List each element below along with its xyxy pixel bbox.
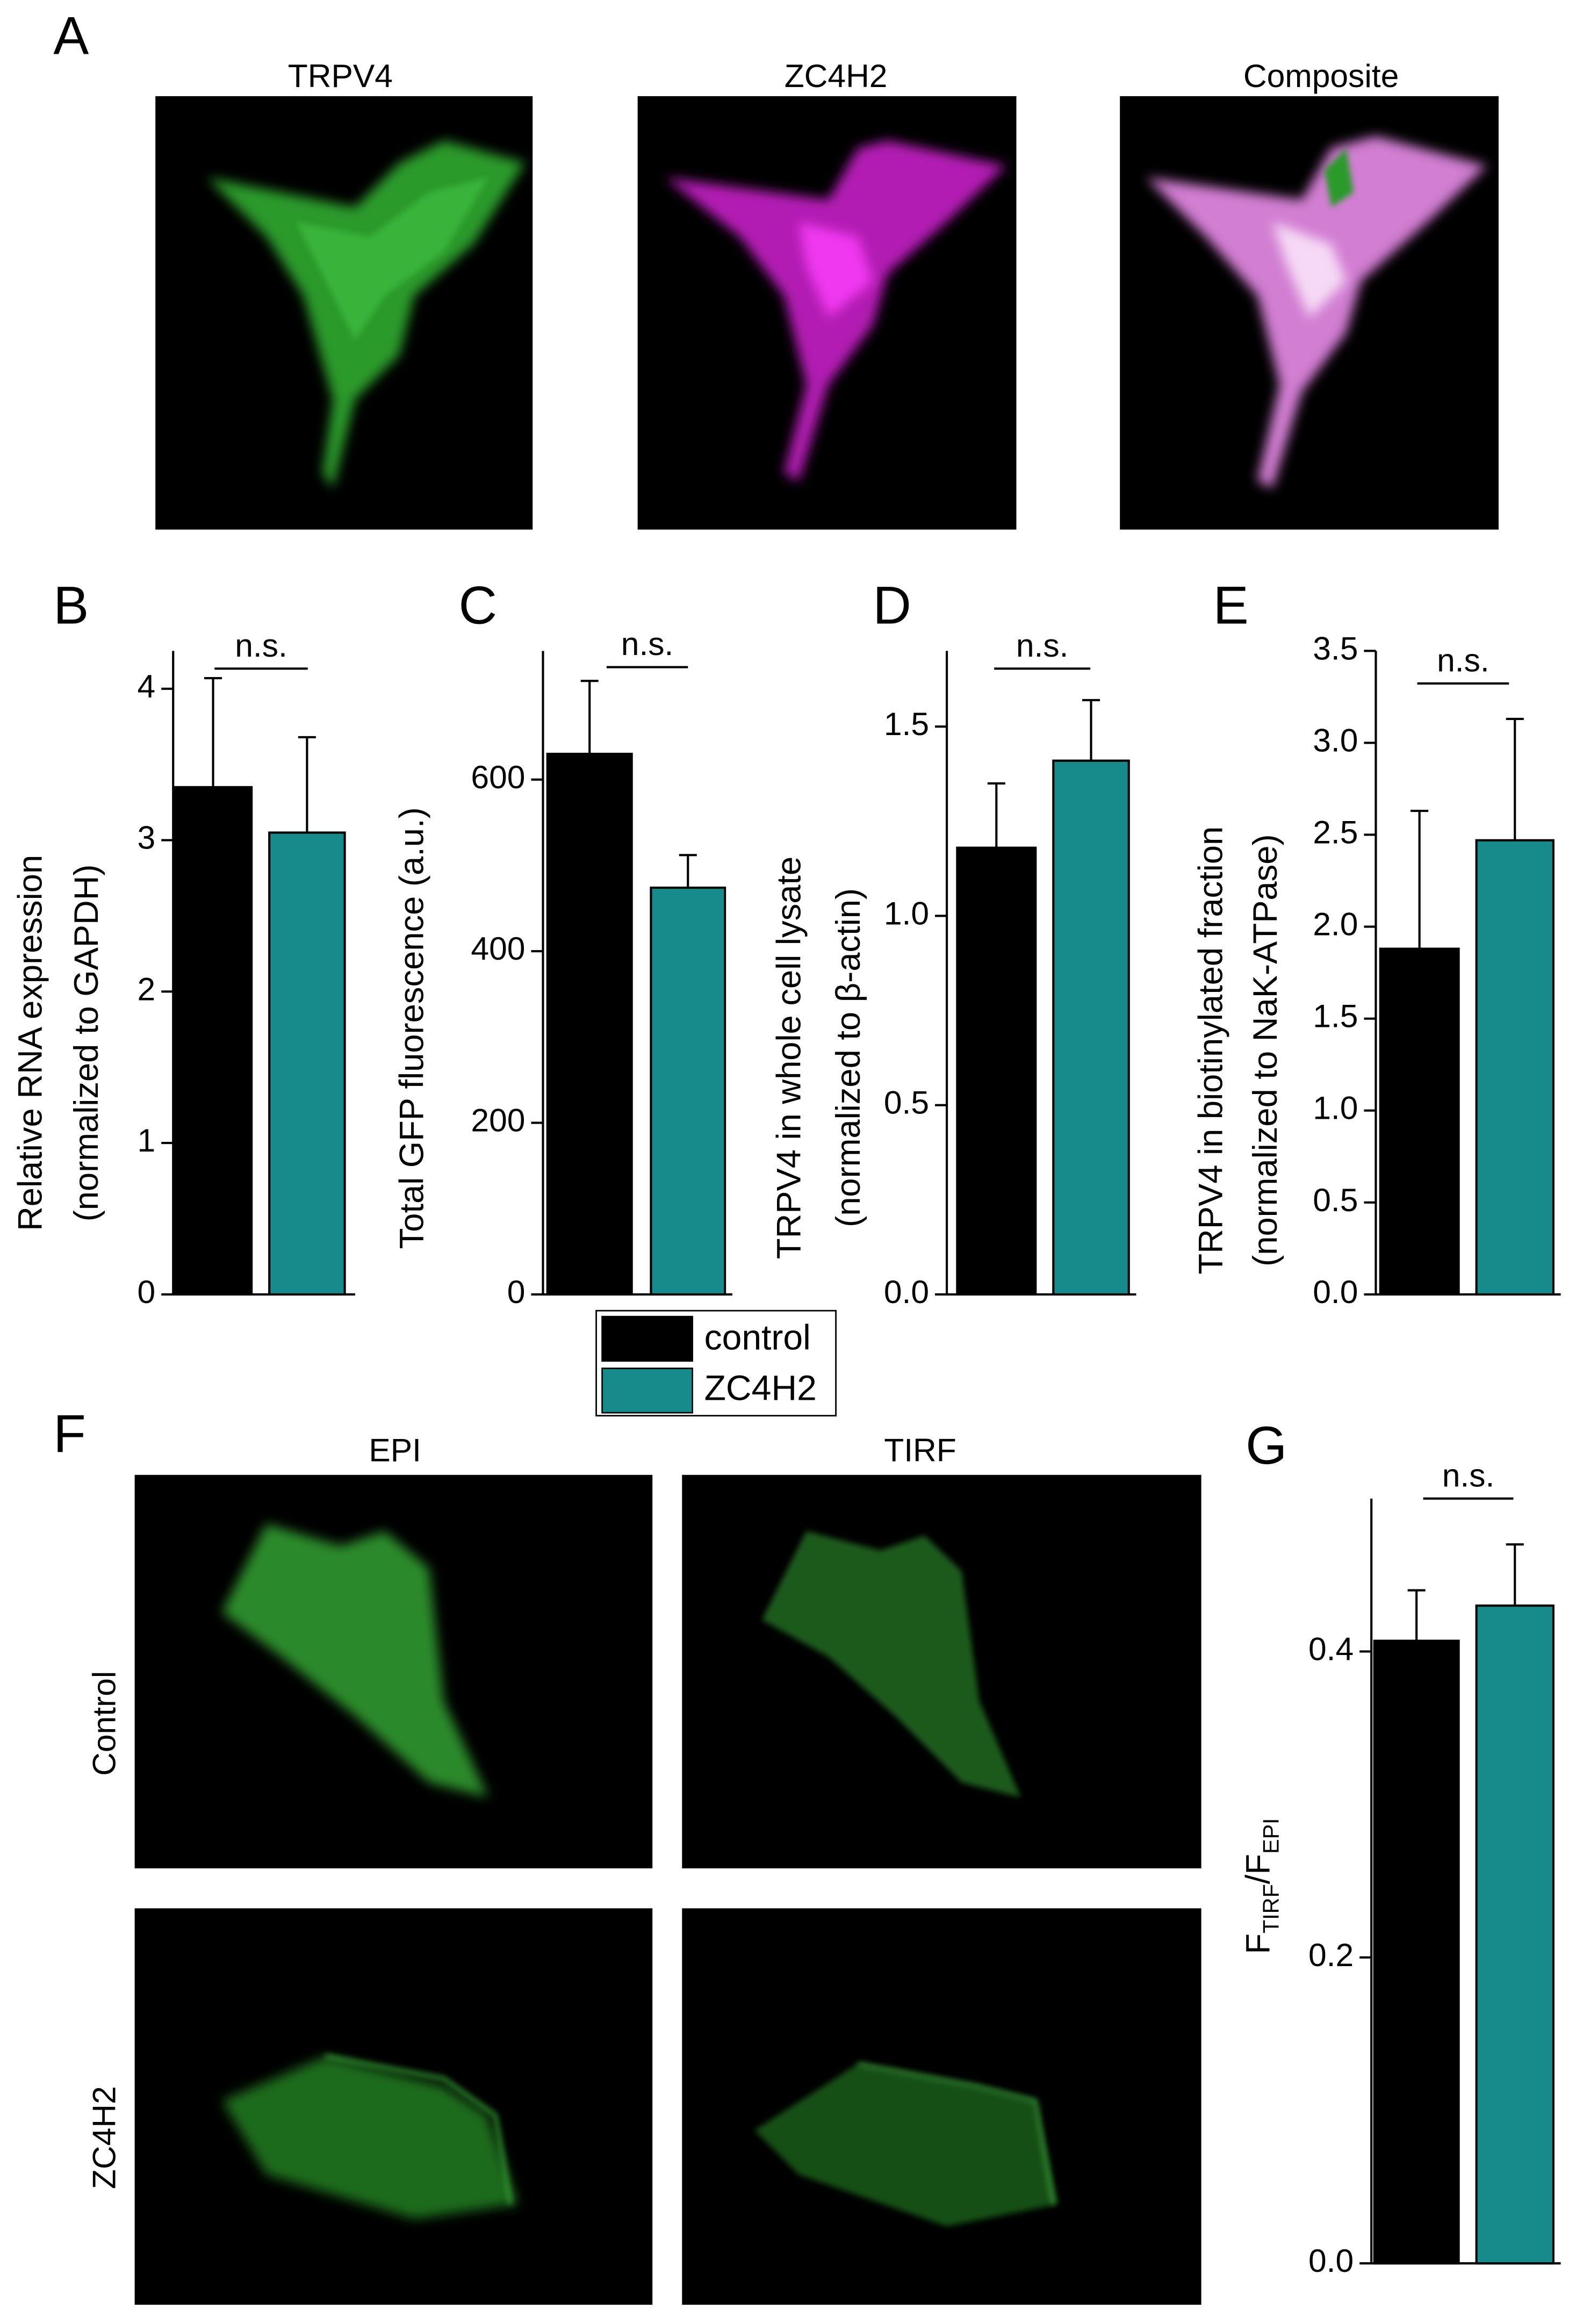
bar — [173, 786, 253, 1296]
y-axis-label: TRPV4 in biotinylated fraction — [1192, 826, 1229, 1275]
bar — [1475, 1605, 1555, 2265]
bar — [1373, 1639, 1460, 2265]
y-tick-label: 0.4 — [1308, 1630, 1354, 1667]
bar — [956, 846, 1037, 1296]
y-axis-label-part: TIRF — [1259, 1884, 1284, 1933]
y-tick-label: 3.0 — [1313, 722, 1358, 758]
y-tick-label: 1 — [138, 1122, 156, 1159]
image-composite — [1120, 96, 1499, 530]
legend-swatch — [601, 1315, 693, 1362]
column-title: EPI — [369, 1431, 421, 1468]
y-tick-label: 0.0 — [1308, 2242, 1354, 2279]
y-tick-label: 2.5 — [1313, 814, 1358, 850]
y-tick-label: 3 — [138, 819, 156, 856]
bar — [268, 831, 346, 1296]
y-axis-label-part: EPI — [1259, 1818, 1284, 1854]
legend-label: control — [704, 1318, 811, 1358]
image-epi-zc4h2 — [134, 1908, 653, 2305]
y-tick-label: 1.0 — [884, 895, 929, 931]
image-title: ZC4H2 — [785, 57, 888, 94]
legend-swatch — [601, 1368, 693, 1414]
y-tick-label: 0.0 — [884, 1273, 929, 1310]
image-title: Composite — [1243, 57, 1399, 94]
y-axis-label: TRPV4 in whole cell lysate — [771, 857, 808, 1259]
y-axis-label: (normalized to β-actin) — [830, 888, 867, 1227]
y-tick-label: 0.5 — [1313, 1182, 1358, 1218]
bar — [546, 752, 633, 1296]
y-tick-label: 0 — [507, 1273, 526, 1310]
y-axis-label: Relative RNA expression — [11, 855, 49, 1231]
y-tick-label: 3.5 — [1313, 630, 1358, 666]
y-axis-label-part: F — [1239, 1933, 1277, 1954]
annotation: n.s. — [621, 625, 674, 662]
y-axis-label: Total GFP fluorescence (a.u.) — [393, 807, 431, 1249]
column-title: TIRF — [884, 1431, 956, 1468]
y-axis-label: FTIRF/FEPI — [1239, 1818, 1283, 1954]
y-tick-label: 400 — [471, 930, 525, 967]
panel-label: E — [1213, 575, 1249, 635]
image-tirf-zc4h2 — [682, 1908, 1201, 2305]
y-tick-label: 2.0 — [1313, 906, 1358, 942]
annotation: n.s. — [1442, 1457, 1495, 1493]
panel-label: F — [53, 1404, 86, 1464]
panel-label: B — [53, 575, 89, 635]
bar — [650, 886, 726, 1296]
y-tick-label: 1.5 — [884, 706, 929, 742]
y-tick-label: 2 — [138, 970, 156, 1007]
y-tick-label: 200 — [471, 1102, 525, 1139]
panel-label: D — [873, 575, 911, 635]
y-tick-label: 0.2 — [1308, 1937, 1354, 1973]
y-tick-label: 0.5 — [884, 1084, 929, 1121]
row-title: ZC4H2 — [85, 2086, 122, 2189]
row-title: Control — [85, 1671, 122, 1776]
y-tick-label: 1.5 — [1313, 998, 1358, 1034]
y-tick-label: 0 — [138, 1273, 156, 1310]
legend: control ZC4H2 — [595, 1310, 837, 1417]
y-axis-label-part: /F — [1239, 1854, 1277, 1884]
image-title: TRPV4 — [288, 57, 393, 94]
bar — [1475, 839, 1555, 1296]
panel-label: C — [459, 575, 498, 635]
annotation: n.s. — [235, 627, 287, 664]
bar — [1379, 947, 1460, 1296]
y-tick-label: 600 — [471, 759, 525, 795]
y-axis-label: (normalized to NaK-ATPase) — [1247, 834, 1284, 1266]
image-epi-control — [134, 1474, 653, 1869]
y-axis-label: (normalized to GAPDH) — [68, 864, 105, 1221]
image-tirf-control — [682, 1474, 1201, 1869]
legend-label: ZC4H2 — [704, 1368, 817, 1408]
image-trpv4 — [155, 96, 533, 530]
bar — [1052, 759, 1130, 1296]
image-zc4h2 — [637, 96, 1017, 530]
y-tick-label: 4 — [138, 668, 156, 704]
y-tick-label: 0.0 — [1313, 1273, 1358, 1310]
annotation: n.s. — [1016, 627, 1069, 664]
panel-label: G — [1246, 1416, 1287, 1476]
panel-label: A — [53, 6, 89, 66]
y-tick-label: 1.0 — [1313, 1090, 1358, 1126]
annotation: n.s. — [1437, 642, 1490, 678]
